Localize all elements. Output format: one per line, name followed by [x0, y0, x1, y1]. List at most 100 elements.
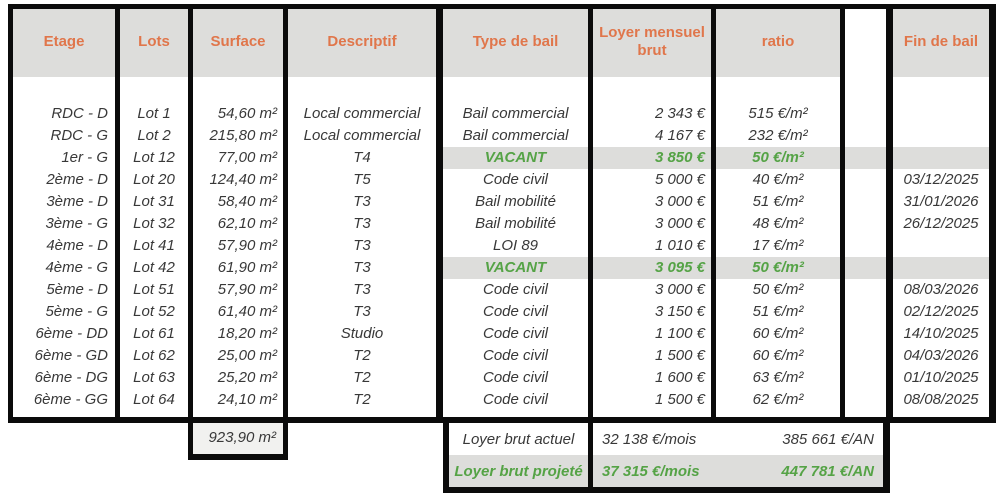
cell-fin: 02/12/2025: [903, 303, 979, 320]
cell-bail: Bail commercial: [462, 105, 569, 122]
header-ratio: ratio: [716, 7, 840, 77]
cell-bail: Code civil: [482, 281, 549, 298]
cell-fin: 03/12/2025: [903, 171, 979, 188]
cell-ratio: 17 €/m²: [752, 237, 804, 254]
header-type-de-bail: Type de bail: [443, 7, 588, 77]
cell-lot: Lot 12: [133, 149, 175, 166]
cell-surface: 57,90 m²: [217, 237, 277, 254]
cell-lot: Lot 61: [133, 325, 175, 342]
cell-fin: 08/08/2025: [903, 391, 979, 408]
header-fin-de-bail: Fin de bail: [893, 7, 989, 77]
cell-etage: RDC - D: [51, 105, 108, 122]
cell-loyer: 3 850 €: [654, 149, 705, 166]
cell-descriptif: T3: [353, 281, 371, 298]
cell-lot: Lot 42: [133, 259, 175, 276]
cell-surface: 25,20 m²: [217, 369, 277, 386]
cell-descriptif: T4: [353, 149, 371, 166]
cell-descriptif: T2: [353, 369, 371, 386]
cell-bail: VACANT: [484, 149, 547, 166]
table-border: [115, 4, 120, 423]
cell-etage: 1er - G: [61, 149, 108, 166]
header-loyer-mensuel-brut: Loyer mensuel brut: [593, 7, 711, 77]
table-border: [711, 4, 716, 423]
cell-ratio: 232 €/m²: [748, 127, 808, 144]
cell-descriptif: Studio: [340, 325, 384, 342]
cell-lot: Lot 63: [133, 369, 175, 386]
cell-surface: 54,60 m²: [217, 105, 277, 122]
cell-fin: 01/10/2025: [903, 369, 979, 386]
table-body: RDC - D Lot 1 54,60 m² Local commercial Bail…: [13, 103, 989, 411]
table-border-left: [8, 4, 13, 423]
cell-loyer: 1 500 €: [654, 391, 705, 408]
cell-fin: 08/03/2026: [903, 281, 979, 298]
cell-descriptif: T3: [353, 237, 371, 254]
cell-surface: 62,10 m²: [217, 215, 277, 232]
cell-bail: Code civil: [482, 171, 549, 188]
cell-etage: 5ème - D: [46, 281, 108, 298]
cell-loyer: 1 100 €: [654, 325, 705, 342]
cell-bail: Code civil: [482, 303, 549, 320]
cell-lot: Lot 2: [137, 127, 171, 144]
cell-etage: 6ème - DD: [35, 325, 108, 342]
cell-fin: [893, 257, 989, 279]
cell-lot: Lot 52: [133, 303, 175, 320]
cell-etage: 6ème - DG: [34, 369, 108, 386]
table-border-right: [989, 4, 996, 423]
cell-fin: [893, 125, 989, 147]
table-border: [840, 4, 845, 423]
cell-descriptif: T3: [353, 303, 371, 320]
surface-total-box: 923,90 m²: [188, 420, 288, 460]
current-rent-monthly: 32 138 €/mois: [602, 430, 697, 448]
cell-descriptif: T3: [353, 193, 371, 210]
cell-bail: LOI 89: [492, 237, 539, 254]
header-etage: Etage: [13, 7, 115, 77]
cell-ratio: 50 €/m²: [752, 149, 804, 166]
cell-surface: 215,80 m²: [209, 127, 277, 144]
projected-rent-yearly: 447 781 €/AN: [781, 462, 874, 480]
cell-surface: 61,40 m²: [217, 303, 277, 320]
surface-total-value: 923,90 m²: [208, 428, 276, 446]
cell-descriptif: T3: [353, 259, 371, 276]
cell-fin: 04/03/2026: [903, 347, 979, 364]
cell-fin: [893, 235, 989, 257]
table-border: [436, 4, 443, 423]
projected-rent-row: Loyer brut projeté 37 315 €/mois 447 781…: [449, 455, 883, 487]
cell-loyer: 3 150 €: [654, 303, 705, 320]
cell-etage: 3ème - G: [45, 215, 108, 232]
cell-ratio: 48 €/m²: [752, 215, 804, 232]
header-lots: Lots: [120, 7, 188, 77]
cell-loyer: 3 000 €: [654, 215, 705, 232]
cell-ratio: 51 €/m²: [752, 303, 804, 320]
cell-etage: 2ème - D: [46, 171, 108, 188]
cell-ratio: 40 €/m²: [752, 171, 804, 188]
table-border: [188, 4, 193, 423]
cell-etage: 3ème - D: [46, 193, 108, 210]
cell-bail: Code civil: [482, 369, 549, 386]
table-header-row: Etage Lots Surface Descriptif Type de ba…: [13, 7, 989, 77]
cell-surface: 18,20 m²: [217, 325, 277, 342]
cell-etage: 6ème - GG: [33, 391, 108, 408]
cell-lot: Lot 32: [133, 215, 175, 232]
projected-rent-label: Loyer brut projeté: [454, 462, 583, 480]
cell-ratio: 50 €/m²: [752, 281, 804, 298]
cell-lot: Lot 51: [133, 281, 175, 298]
table-border-bottom: [8, 417, 996, 423]
current-rent-yearly: 385 661 €/AN: [782, 430, 874, 448]
header-surface: Surface: [193, 7, 283, 77]
projected-rent-monthly: 37 315 €/mois: [602, 462, 700, 480]
cell-bail: Code civil: [482, 325, 549, 342]
vacant-row-highlight: [443, 257, 989, 279]
cell-fin: 31/01/2026: [903, 193, 979, 210]
cell-lot: Lot 62: [133, 347, 175, 364]
cell-surface: 57,90 m²: [217, 281, 277, 298]
vacant-row-highlight: [443, 147, 989, 169]
cell-ratio: 51 €/m²: [752, 193, 804, 210]
table-border-top: [8, 4, 996, 9]
current-rent-row: Loyer brut actuel 32 138 €/mois 385 661 …: [449, 423, 883, 455]
cell-lot: Lot 64: [133, 391, 175, 408]
cell-loyer: 3 000 €: [654, 281, 705, 298]
cell-surface: 124,40 m²: [209, 171, 277, 188]
cell-etage: 4ème - G: [45, 259, 108, 276]
rent-summary-box: Loyer brut actuel 32 138 €/mois 385 661 …: [443, 423, 890, 493]
